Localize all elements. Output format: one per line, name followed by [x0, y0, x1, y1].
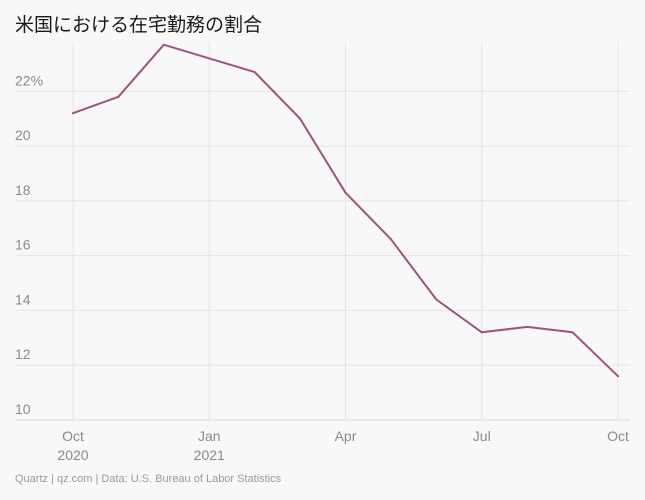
y-axis-ticks: 10 12 14 16 18 20 22%	[15, 72, 43, 417]
y-tick-label: 10	[15, 401, 31, 417]
y-tick-label: 22%	[15, 72, 43, 88]
y-tick-label: 12	[15, 346, 31, 362]
gridlines	[15, 42, 630, 421]
x-axis-ticks: Oct 2020 Jan 2021 Apr Jul Oct	[57, 428, 629, 463]
y-tick-label: 18	[15, 182, 31, 198]
x-tick-label: Jan	[198, 428, 221, 444]
x-tick-sublabel: 2021	[194, 447, 225, 463]
data-point	[344, 191, 347, 194]
y-tick-label: 14	[15, 291, 31, 307]
data-point	[389, 238, 392, 241]
data-point	[526, 325, 529, 328]
data-point	[480, 331, 483, 334]
x-tick-sublabel: 2020	[57, 447, 88, 463]
data-point	[72, 112, 74, 115]
series-lines	[72, 43, 619, 378]
data-point	[117, 95, 120, 98]
data-point	[435, 298, 438, 301]
y-tick-label: 20	[15, 127, 31, 143]
x-tick-label: Jul	[473, 428, 491, 444]
data-point	[571, 331, 574, 334]
data-point	[208, 57, 211, 60]
x-tick-label: Oct	[62, 428, 84, 444]
x-tick-label: Apr	[335, 428, 357, 444]
x-tick-label: Oct	[607, 428, 629, 444]
data-point	[253, 71, 256, 74]
data-point	[617, 375, 619, 378]
data-point	[299, 117, 302, 120]
chart-title: 米国における在宅勤務の割合	[15, 14, 263, 36]
source-footer: Quartz | qz.com | Data: U.S. Bureau of L…	[15, 473, 282, 485]
y-tick-label: 16	[15, 237, 31, 253]
data-point	[162, 43, 165, 46]
